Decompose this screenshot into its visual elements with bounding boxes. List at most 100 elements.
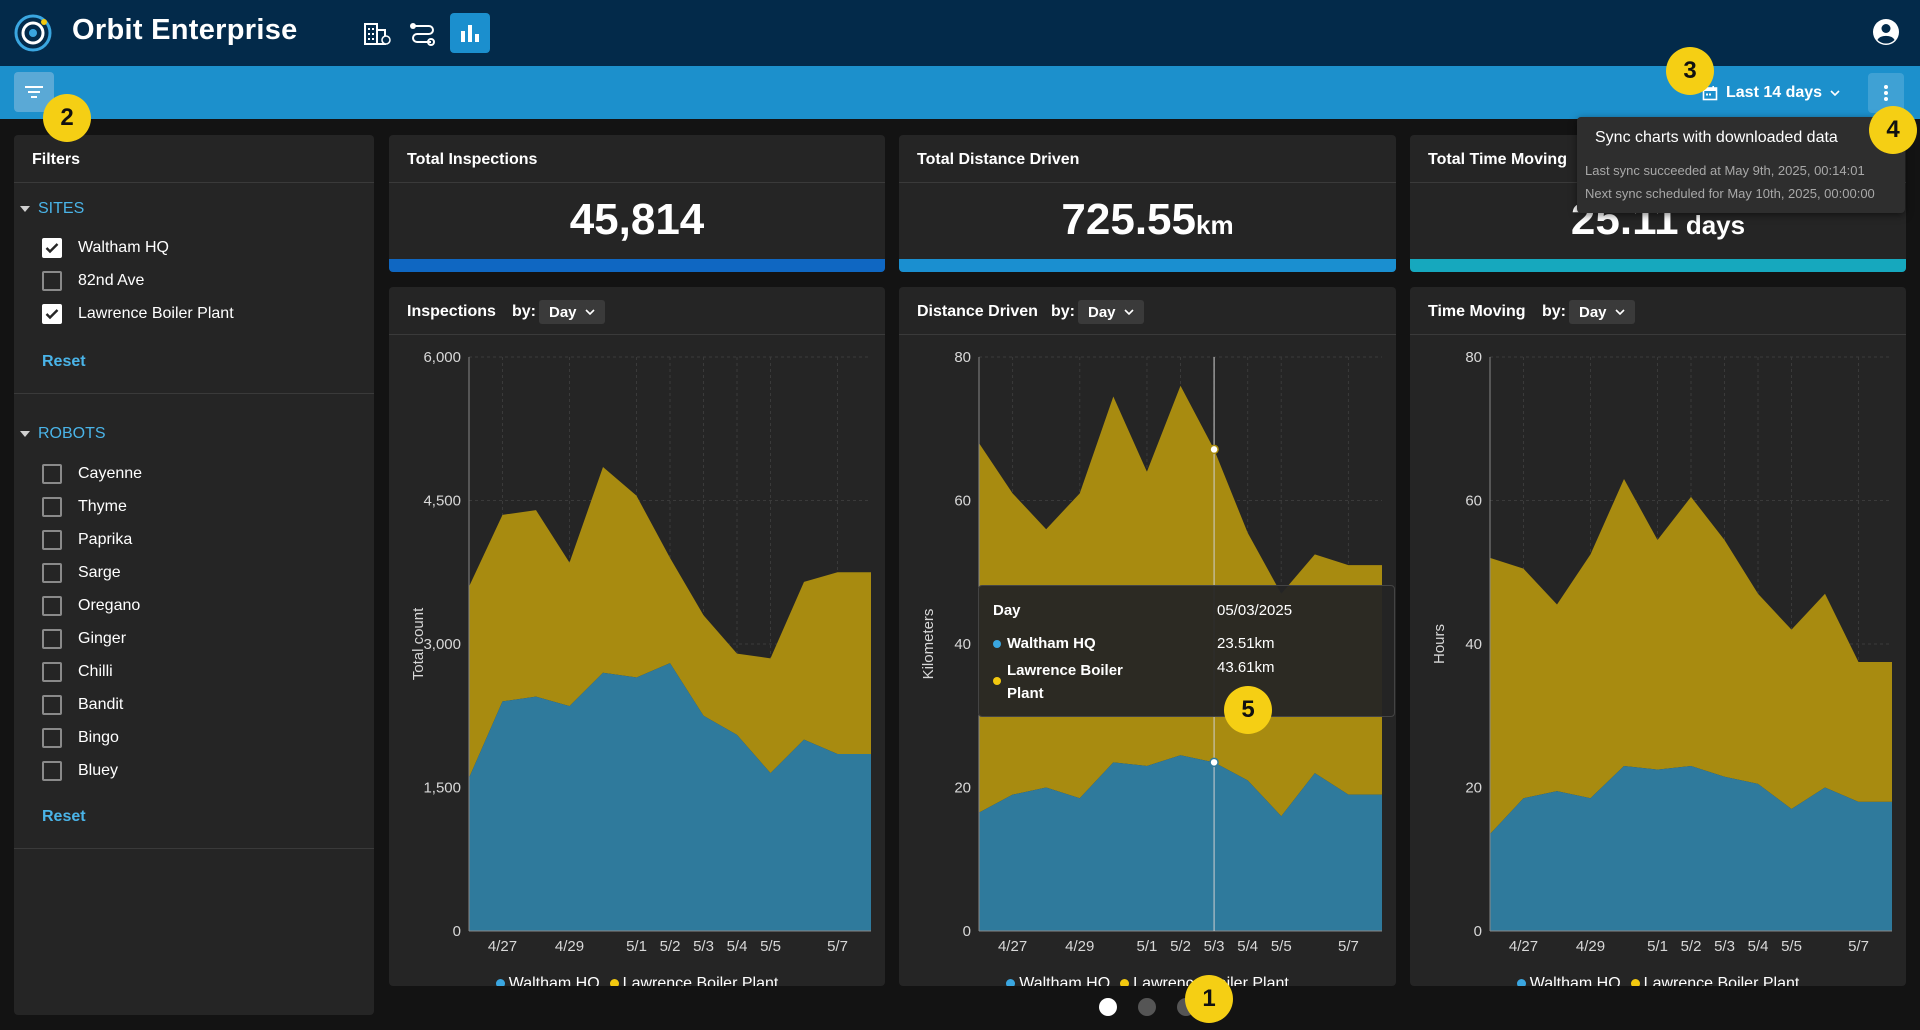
site-checkbox[interactable] — [42, 271, 62, 291]
robot-checkbox[interactable] — [42, 662, 62, 682]
robots-section-toggle[interactable]: ROBOTS — [20, 425, 106, 443]
total-inspections-card: Total Inspections 45,814 — [389, 135, 885, 272]
robot-checkbox[interactable] — [42, 629, 62, 649]
filters-sidebar: Filters SITES Reset ROBOTS Reset Waltham… — [14, 135, 374, 1015]
nav-sites-button[interactable] — [357, 13, 397, 53]
x-tick-label: 5/1 — [1647, 938, 1668, 955]
nav-missions-button[interactable] — [403, 13, 443, 53]
group-by-value: Day — [549, 303, 577, 321]
robot-checkbox[interactable] — [42, 761, 62, 781]
stat-title: Total Distance Driven — [917, 151, 1080, 168]
divider — [389, 334, 885, 335]
sites-section-toggle[interactable]: SITES — [20, 200, 84, 218]
legend-item[interactable]: Lawrence Boiler Plant — [1630, 975, 1799, 986]
chart-legend: Waltham HQ Lawrence Boiler Plant — [389, 975, 885, 986]
x-tick-label: 4/29 — [1065, 938, 1094, 955]
annotation-marker-4: 4 — [1869, 106, 1917, 154]
legend-dot — [1120, 979, 1130, 986]
robot-filter-row[interactable]: Oregano — [42, 596, 140, 616]
chevron-down-icon — [1830, 90, 1840, 96]
legend-item[interactable]: Waltham HQ — [1006, 975, 1110, 986]
robot-label: Chilli — [78, 663, 113, 680]
carousel-dot-1[interactable] — [1099, 998, 1117, 1016]
robot-checkbox[interactable] — [42, 497, 62, 517]
group-by-label: by: — [1051, 303, 1075, 320]
stat-number: 725.55 — [1061, 195, 1196, 244]
date-range-select[interactable]: Last 14 days — [1702, 80, 1840, 106]
orbit-logo-icon — [14, 14, 52, 52]
inspections-chart-card: Inspections by: Day 0 1,500 3,000 4,500 6,00… — [389, 287, 885, 986]
x-tick-label: 4/27 — [488, 938, 517, 955]
sites-reset-link[interactable]: Reset — [42, 353, 86, 370]
site-checkbox[interactable] — [42, 304, 62, 324]
stat-unit: days — [1678, 210, 1746, 240]
x-tick-label: 5/2 — [1170, 938, 1191, 955]
user-account-icon[interactable] — [1872, 18, 1900, 46]
sync-next-text: Next sync scheduled for May 10th, 2025, … — [1585, 186, 1875, 201]
y-tick-label: 0 — [963, 923, 971, 940]
chart-title: Distance Driven — [917, 303, 1038, 320]
robot-filter-row[interactable]: Bandit — [42, 695, 123, 715]
site-filter-row[interactable]: 82nd Ave — [42, 271, 144, 291]
robot-checkbox[interactable] — [42, 728, 62, 748]
filter-icon — [25, 86, 43, 98]
robot-filter-row[interactable]: Bingo — [42, 728, 119, 748]
nav-analytics-button[interactable] — [450, 13, 490, 53]
robot-filter-row[interactable]: Cayenne — [42, 464, 142, 484]
tooltip-series-name: Lawrence Boiler Plant — [993, 659, 1123, 705]
robot-checkbox[interactable] — [42, 530, 62, 550]
y-tick-label: 20 — [954, 780, 971, 797]
group-by-label: by: — [1542, 303, 1566, 320]
robot-filter-row[interactable]: Chilli — [42, 662, 113, 682]
top-bar: Orbit Enterprise — [0, 0, 1920, 66]
robot-checkbox[interactable] — [42, 695, 62, 715]
robot-filter-row[interactable]: Bluey — [42, 761, 118, 781]
site-filter-row[interactable]: Waltham HQ — [42, 238, 169, 258]
robot-label: Paprika — [78, 531, 133, 548]
divider — [389, 182, 885, 183]
app-title: Orbit Enterprise — [72, 14, 298, 46]
group-by-select[interactable]: Day — [1569, 300, 1635, 324]
divider — [899, 182, 1396, 183]
site-filter-row[interactable]: Lawrence Boiler Plant — [42, 304, 234, 324]
y-tick-label: 60 — [954, 493, 971, 510]
carousel-dot-2[interactable] — [1138, 998, 1156, 1016]
site-checkbox[interactable] — [42, 238, 62, 258]
legend-item[interactable]: Lawrence Boiler Plant — [609, 975, 778, 986]
robot-label: Bandit — [78, 696, 124, 713]
chart-legend: Waltham HQ Lawrence Boiler Plant — [899, 975, 1396, 986]
group-by-value: Day — [1579, 303, 1607, 321]
x-tick-label: 5/3 — [1204, 938, 1225, 955]
sync-popover: Sync charts with downloaded data Last sy… — [1577, 117, 1905, 213]
group-by-select[interactable]: Day — [539, 300, 605, 324]
stat-value: 725.55km — [899, 195, 1396, 245]
waltham-area — [1490, 765, 1892, 931]
lawrence-area — [469, 467, 871, 778]
x-tick-label: 5/5 — [760, 938, 781, 955]
annotation-marker-5: 5 — [1224, 686, 1272, 734]
robot-checkbox[interactable] — [42, 596, 62, 616]
robot-filter-row[interactable]: Sarge — [42, 563, 121, 583]
kebab-menu-icon — [1884, 85, 1888, 101]
robots-reset-link[interactable]: Reset — [42, 808, 86, 825]
divider — [14, 393, 374, 394]
robot-checkbox[interactable] — [42, 464, 62, 484]
legend-item[interactable]: Waltham HQ — [495, 975, 600, 986]
group-by-select[interactable]: Day — [1078, 300, 1144, 324]
robot-label: Bluey — [78, 762, 119, 779]
y-axis-label: Hours — [1431, 624, 1448, 664]
robot-filter-row[interactable]: Ginger — [42, 629, 126, 649]
area-chart: 0 1,500 3,000 4,500 6,000 4/27 4/29 5/1 5/2 5/3 5/… — [410, 349, 871, 955]
stat-title: Total Time Moving — [1428, 151, 1567, 168]
sync-title[interactable]: Sync charts with downloaded data — [1595, 129, 1838, 146]
robot-checkbox[interactable] — [42, 563, 62, 583]
legend-item[interactable]: Waltham HQ — [1516, 975, 1621, 986]
legend-dot — [1006, 979, 1016, 986]
caret-down-icon — [20, 206, 30, 212]
x-tick-label: 4/29 — [555, 938, 584, 955]
robot-filter-row[interactable]: Thyme — [42, 497, 127, 517]
robot-filter-row[interactable]: Paprika — [42, 530, 132, 550]
x-tick-label: 5/7 — [827, 938, 848, 955]
tooltip-series-name: Waltham HQ — [993, 635, 1096, 652]
group-by-label: by: — [512, 303, 536, 320]
